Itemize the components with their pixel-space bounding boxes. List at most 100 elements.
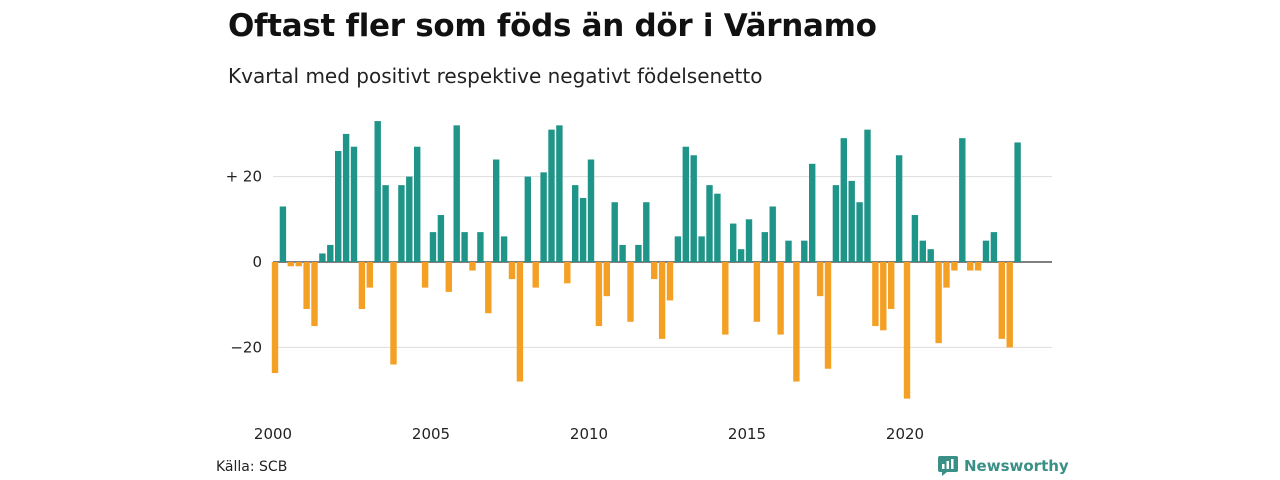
bar xyxy=(453,125,460,262)
bar xyxy=(311,262,318,327)
bar xyxy=(556,125,563,262)
bar xyxy=(682,146,689,262)
bar xyxy=(319,253,326,262)
bar xyxy=(303,262,310,309)
bar xyxy=(342,133,350,262)
bar xyxy=(524,176,531,262)
bar xyxy=(872,262,879,327)
bar xyxy=(785,240,792,262)
bar xyxy=(635,244,642,262)
axis-labels: + 20 0 −20 2000 2005 2010 2015 2020 xyxy=(226,168,925,443)
bar xyxy=(532,262,539,288)
bar xyxy=(737,249,745,262)
bar xyxy=(287,262,294,267)
bar xyxy=(880,262,887,331)
bar xyxy=(414,146,421,262)
bar xyxy=(658,262,666,339)
bar xyxy=(437,215,445,262)
bar xyxy=(753,262,761,322)
source-note: Källa: SCB xyxy=(216,459,288,475)
bar xyxy=(579,197,587,262)
bar xyxy=(651,262,658,280)
bar xyxy=(982,240,990,262)
bar xyxy=(390,262,397,365)
bar xyxy=(358,262,366,309)
bar xyxy=(279,206,287,262)
bar xyxy=(793,262,800,382)
bar xyxy=(856,202,863,262)
bar xyxy=(493,159,500,262)
bar xyxy=(698,236,705,262)
bar xyxy=(461,232,468,262)
x-tick-label: 2015 xyxy=(728,425,766,443)
x-tick-label: 2010 xyxy=(570,425,608,443)
bar xyxy=(967,262,974,271)
bar xyxy=(611,202,618,262)
bar xyxy=(619,244,626,262)
y-tick-label: −20 xyxy=(230,338,262,356)
bar xyxy=(674,236,682,262)
bar xyxy=(382,185,389,262)
bar xyxy=(809,163,816,262)
bar xyxy=(271,262,279,374)
bar xyxy=(366,262,373,288)
bar xyxy=(603,262,610,297)
bar xyxy=(714,193,721,262)
bar xyxy=(548,129,555,262)
bar xyxy=(761,232,768,262)
bar xyxy=(429,232,437,262)
bar xyxy=(406,176,413,262)
y-tick-label: + 20 xyxy=(226,168,262,186)
bar xyxy=(485,262,492,314)
bar xyxy=(730,223,737,262)
bar xyxy=(832,185,840,262)
bar xyxy=(350,146,358,262)
bar xyxy=(903,262,911,399)
bar xyxy=(864,129,871,262)
y-tick-label: 0 xyxy=(252,253,262,271)
bar xyxy=(998,262,1005,339)
bar xyxy=(840,138,847,262)
bar xyxy=(801,240,808,262)
bar xyxy=(627,262,634,322)
bar xyxy=(572,185,579,262)
bar xyxy=(469,262,476,271)
bar xyxy=(690,155,697,262)
bar xyxy=(587,159,595,262)
bar xyxy=(951,262,958,271)
bar xyxy=(943,262,950,288)
bar xyxy=(508,262,516,280)
bar xyxy=(295,262,302,267)
bar xyxy=(706,185,713,262)
bar xyxy=(477,232,484,262)
bars xyxy=(271,121,1021,399)
bar xyxy=(777,262,784,335)
bar xyxy=(848,180,855,262)
bar xyxy=(935,262,942,344)
bar xyxy=(398,185,405,262)
x-tick-label: 2020 xyxy=(886,425,924,443)
bar xyxy=(327,244,334,262)
bar xyxy=(974,262,982,271)
bar xyxy=(374,121,381,262)
bar xyxy=(722,262,729,335)
bar xyxy=(421,262,429,288)
brand-name: Newsworthy xyxy=(964,457,1069,475)
bar xyxy=(666,262,674,301)
x-tick-label: 2005 xyxy=(412,425,450,443)
bar xyxy=(919,240,926,262)
bar xyxy=(500,236,508,262)
brand-logo: Newsworthy xyxy=(938,456,1069,476)
bar xyxy=(643,202,650,262)
chart-title: Oftast fler som föds än dör i Värnamo xyxy=(228,8,877,44)
bar xyxy=(824,262,832,369)
bar xyxy=(888,262,895,309)
chart-subtitle: Kvartal med positivt respektive negativt… xyxy=(228,64,763,88)
bar xyxy=(1006,262,1013,348)
bar xyxy=(564,262,571,284)
bar xyxy=(516,262,524,382)
newsworthy-logo-icon xyxy=(938,456,958,476)
bar xyxy=(927,249,934,262)
bar xyxy=(445,262,452,292)
bar xyxy=(335,150,342,262)
